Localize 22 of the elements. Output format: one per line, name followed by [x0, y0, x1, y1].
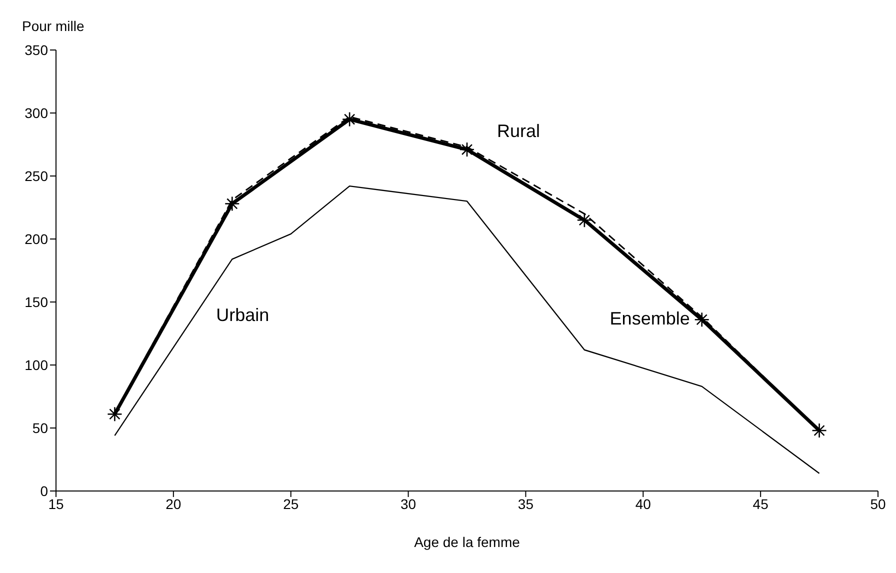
line-series [114, 185, 820, 474]
y-tick-label: 100 [24, 356, 48, 373]
y-tick-label: 300 [24, 104, 48, 121]
series-label: Urbain [216, 305, 270, 326]
x-tick-label: 15 [48, 496, 64, 512]
x-tick-label: 30 [400, 496, 416, 512]
x-axis-title: Age de la femme [414, 534, 520, 550]
series-label: Ensemble [610, 308, 690, 329]
x-tick-label: 25 [283, 496, 299, 512]
x-tick-label: 50 [870, 496, 886, 512]
x-tick-label: 45 [752, 496, 769, 512]
x-tick-label: 35 [518, 496, 534, 512]
y-tick-label: 0 [40, 482, 48, 499]
x-tick-label: 40 [635, 496, 652, 512]
y-tick-label: 250 [24, 168, 48, 184]
y-tick-label: 50 [32, 420, 48, 436]
y-tick-label: 350 [24, 42, 48, 58]
y-tick-label: 150 [24, 294, 48, 310]
y-axis-title: Pour mille [22, 18, 84, 34]
series-label: Rural [497, 121, 540, 142]
x-tick-label: 20 [166, 496, 182, 512]
y-tick-label: 200 [24, 230, 48, 247]
